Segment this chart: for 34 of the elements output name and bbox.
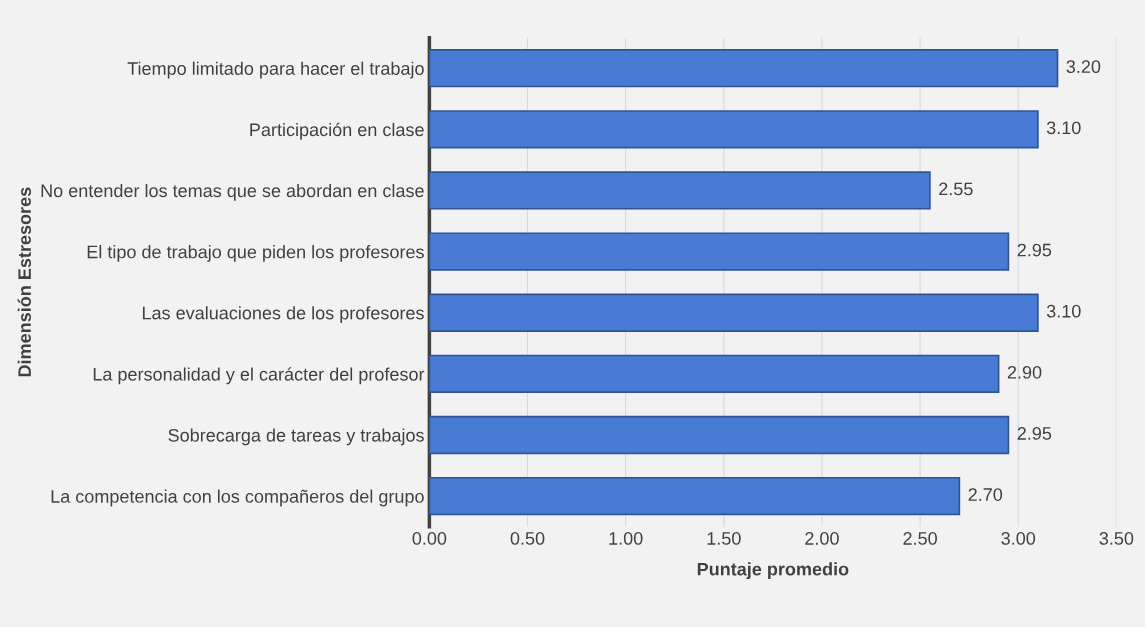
y-tick-label: No entender los temas que se abordan en clase <box>41 183 424 201</box>
x-tick-label: 1.00 <box>609 532 643 545</box>
y-tick-label: Sobrecarga de tareas y trabajos <box>168 428 424 446</box>
y-tick-label: Participación en clase <box>250 122 424 140</box>
bar <box>429 415 1010 455</box>
y-tick-label: La competencia con los compañeros del grupo <box>51 489 424 507</box>
x-tick-label: 0.00 <box>412 532 447 545</box>
data-label: 3.20 <box>1066 60 1101 74</box>
data-label: 3.10 <box>1046 121 1081 135</box>
data-label: 2.55 <box>939 182 973 196</box>
bar <box>429 49 1059 88</box>
bar <box>429 171 931 210</box>
y-tick-label: La personalidad y el carácter del profesor <box>93 367 425 385</box>
x-tick-label: 3.00 <box>1001 532 1036 545</box>
data-label: 2.95 <box>1017 427 1052 440</box>
x-tick-label: 0.50 <box>510 532 545 545</box>
data-label: 2.90 <box>1007 365 1042 379</box>
x-tick-label: 2.50 <box>903 532 937 545</box>
bar <box>429 293 1039 332</box>
data-label: 3.10 <box>1046 304 1081 318</box>
data-label: 2.70 <box>968 488 1003 501</box>
y-axis-title: Dimensión Estresores <box>17 187 31 377</box>
x-tick-label: 3.50 <box>1099 532 1134 545</box>
data-label: 2.95 <box>1017 243 1052 257</box>
y-tick-label: Tiempo limitado para hacer el trabajo <box>127 61 424 79</box>
x-tick-label: 2.00 <box>805 532 839 545</box>
y-tick-label: El tipo de trabajo que piden los profesores <box>87 245 424 262</box>
x-axis-title: Puntaje promedio <box>697 562 849 580</box>
bar <box>429 110 1039 149</box>
x-tick-label: 1.50 <box>707 532 741 545</box>
bar <box>429 232 1010 271</box>
bar <box>429 476 961 516</box>
y-tick-label: Las evaluaciones de los profesores <box>142 306 424 324</box>
bar <box>429 354 1000 394</box>
